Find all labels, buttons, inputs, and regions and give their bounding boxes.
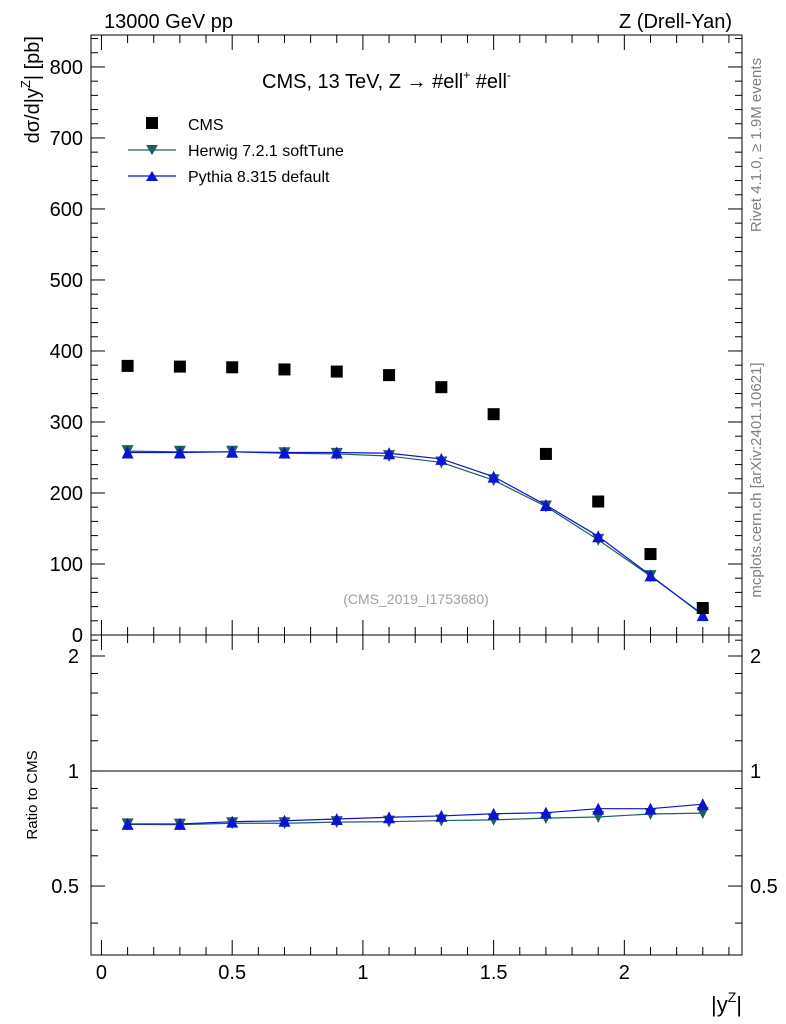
ratio-y-tick-label-right: 1 [750, 761, 761, 783]
main-pythia-point [173, 446, 186, 459]
x-ticks: 0 0.5 1 1.5 2 [96, 35, 730, 984]
main-y-tick-label: 800 [50, 57, 83, 79]
main-y-tick-label: 500 [50, 270, 83, 292]
main-cms-point [592, 495, 605, 508]
ratio-y-tick-label: 1 [68, 761, 79, 783]
rivet-label: Rivet 4.1.0, ≥ 1.9M events [748, 58, 765, 232]
ratio-y-axis-label: Ratio to CMS [24, 750, 41, 839]
ratio-pythia-point [539, 806, 552, 819]
main-cms-point [278, 363, 291, 376]
legend-cms-label: CMS [188, 117, 224, 134]
main-pythia-point [278, 446, 291, 459]
ratio-pythia-point [173, 817, 186, 830]
main-pythia-point [435, 452, 448, 465]
energy-label: 13000 GeV pp [104, 11, 233, 33]
analysis-watermark: (CMS_2019_I1753680) [343, 591, 489, 607]
ratio-pythia-point [696, 798, 709, 811]
ratio-pythia-point [435, 809, 448, 822]
main-pythia-point [644, 569, 657, 582]
main-y-axis-label: dσ/d|yZ| [pb] [18, 36, 44, 143]
main-cms-point [539, 447, 552, 460]
legend-herwig-marker [146, 145, 158, 155]
main-pythia-point [487, 470, 500, 483]
main-series [121, 359, 709, 622]
main-cms-point [696, 602, 709, 615]
main-cms-point [383, 369, 396, 382]
main-y-ticks: 0 100 200 300 400 500 600 700 800 [50, 38, 742, 647]
main-pythia-line [127, 451, 704, 616]
main-y-tick-label: 700 [50, 128, 83, 150]
ratio-pythia-point [121, 817, 134, 830]
x-tick-label: 0.5 [218, 962, 246, 984]
x-axis-label: |yZ| [711, 989, 742, 1017]
main-y-tick-label: 600 [50, 199, 83, 221]
main-y-tick-label: 0 [72, 625, 83, 647]
main-cms-point [330, 365, 343, 378]
ratio-pythia-point [487, 807, 500, 820]
ratio-series [121, 798, 709, 831]
ratio-herwig-line [127, 812, 703, 826]
ratio-pythia-point [278, 814, 291, 827]
main-herwig-line [127, 450, 704, 615]
x-tick-label: 1.5 [480, 962, 508, 984]
ratio-y-tick-label: 0.5 [51, 876, 79, 898]
legend-pythia-label: Pythia 8.315 default [188, 169, 330, 186]
main-pythia-point [696, 609, 709, 622]
ratio-y-tick-label-right: 2 [750, 646, 761, 668]
ratio-pythia-point [592, 802, 605, 815]
main-cms-point [121, 359, 134, 372]
legend-herwig-label: Herwig 7.2.1 softTune [188, 143, 344, 160]
ratio-pythia-point [383, 811, 396, 824]
main-y-tick-label: 200 [50, 483, 83, 505]
ratio-pythia-point [644, 802, 657, 815]
main-cms-point [487, 408, 500, 421]
main-y-tick-label: 300 [50, 412, 83, 434]
main-title: CMS, 13 TeV, Z → #ell+ #ell- [262, 68, 511, 93]
main-pythia-point [539, 499, 552, 512]
main-cms-point [644, 548, 657, 561]
ratio-pythia-line [127, 803, 703, 825]
main-cms-point [173, 360, 186, 373]
ratio-pythia-point [226, 815, 239, 828]
x-tick-label: 1 [357, 962, 368, 984]
main-pythia-point [330, 446, 343, 459]
process-label: Z (Drell-Yan) [619, 11, 732, 33]
main-cms-point [226, 361, 239, 374]
ratio-pythia-point [330, 812, 343, 825]
main-pythia-point [226, 445, 239, 458]
ratio-y-tick-label-right: 0.5 [750, 876, 778, 898]
main-pythia-point [121, 446, 134, 459]
main-pythia-point [383, 447, 396, 460]
main-y-tick-label: 100 [50, 554, 83, 576]
ratio-y-ticks: 0.5 0.5 1 1 2 2 [51, 639, 778, 924]
mcplots-label: mcplots.cern.ch [arXiv:2401.10621] [748, 362, 765, 597]
legend: CMS Herwig 7.2.1 softTune Pythia 8.315 d… [128, 117, 344, 186]
legend-pythia-marker [146, 171, 158, 181]
main-cms-point [435, 381, 448, 394]
main-pythia-point [592, 530, 605, 543]
x-tick-label: 0 [96, 962, 107, 984]
x-tick-label: 2 [619, 962, 630, 984]
ratio-y-tick-label: 2 [68, 646, 79, 668]
ratio-panel-frame [90, 634, 743, 956]
legend-cms-marker [146, 117, 158, 129]
main-y-tick-label: 400 [50, 341, 83, 363]
